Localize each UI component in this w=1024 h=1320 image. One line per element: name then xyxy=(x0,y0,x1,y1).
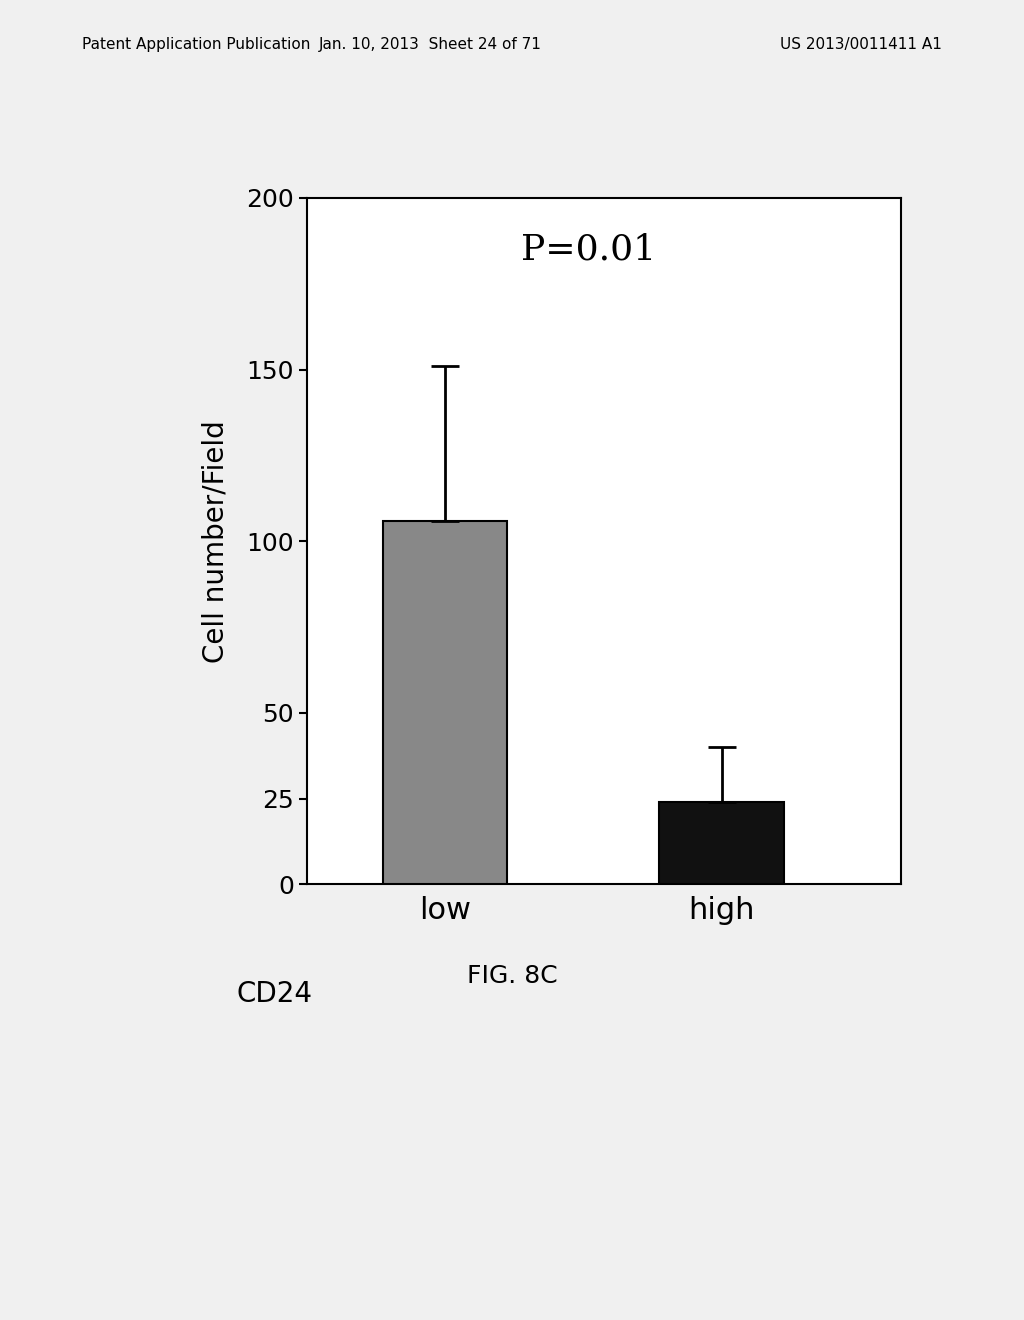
Bar xyxy=(383,520,508,884)
Text: Patent Application Publication: Patent Application Publication xyxy=(82,37,310,51)
Text: CD24: CD24 xyxy=(237,981,312,1008)
Text: P=0.01: P=0.01 xyxy=(521,232,656,267)
Text: FIG. 8C: FIG. 8C xyxy=(467,964,557,987)
Text: US 2013/0011411 A1: US 2013/0011411 A1 xyxy=(780,37,942,51)
Text: Jan. 10, 2013  Sheet 24 of 71: Jan. 10, 2013 Sheet 24 of 71 xyxy=(318,37,542,51)
Bar xyxy=(659,803,783,884)
Y-axis label: Cell number/Field: Cell number/Field xyxy=(202,420,229,663)
